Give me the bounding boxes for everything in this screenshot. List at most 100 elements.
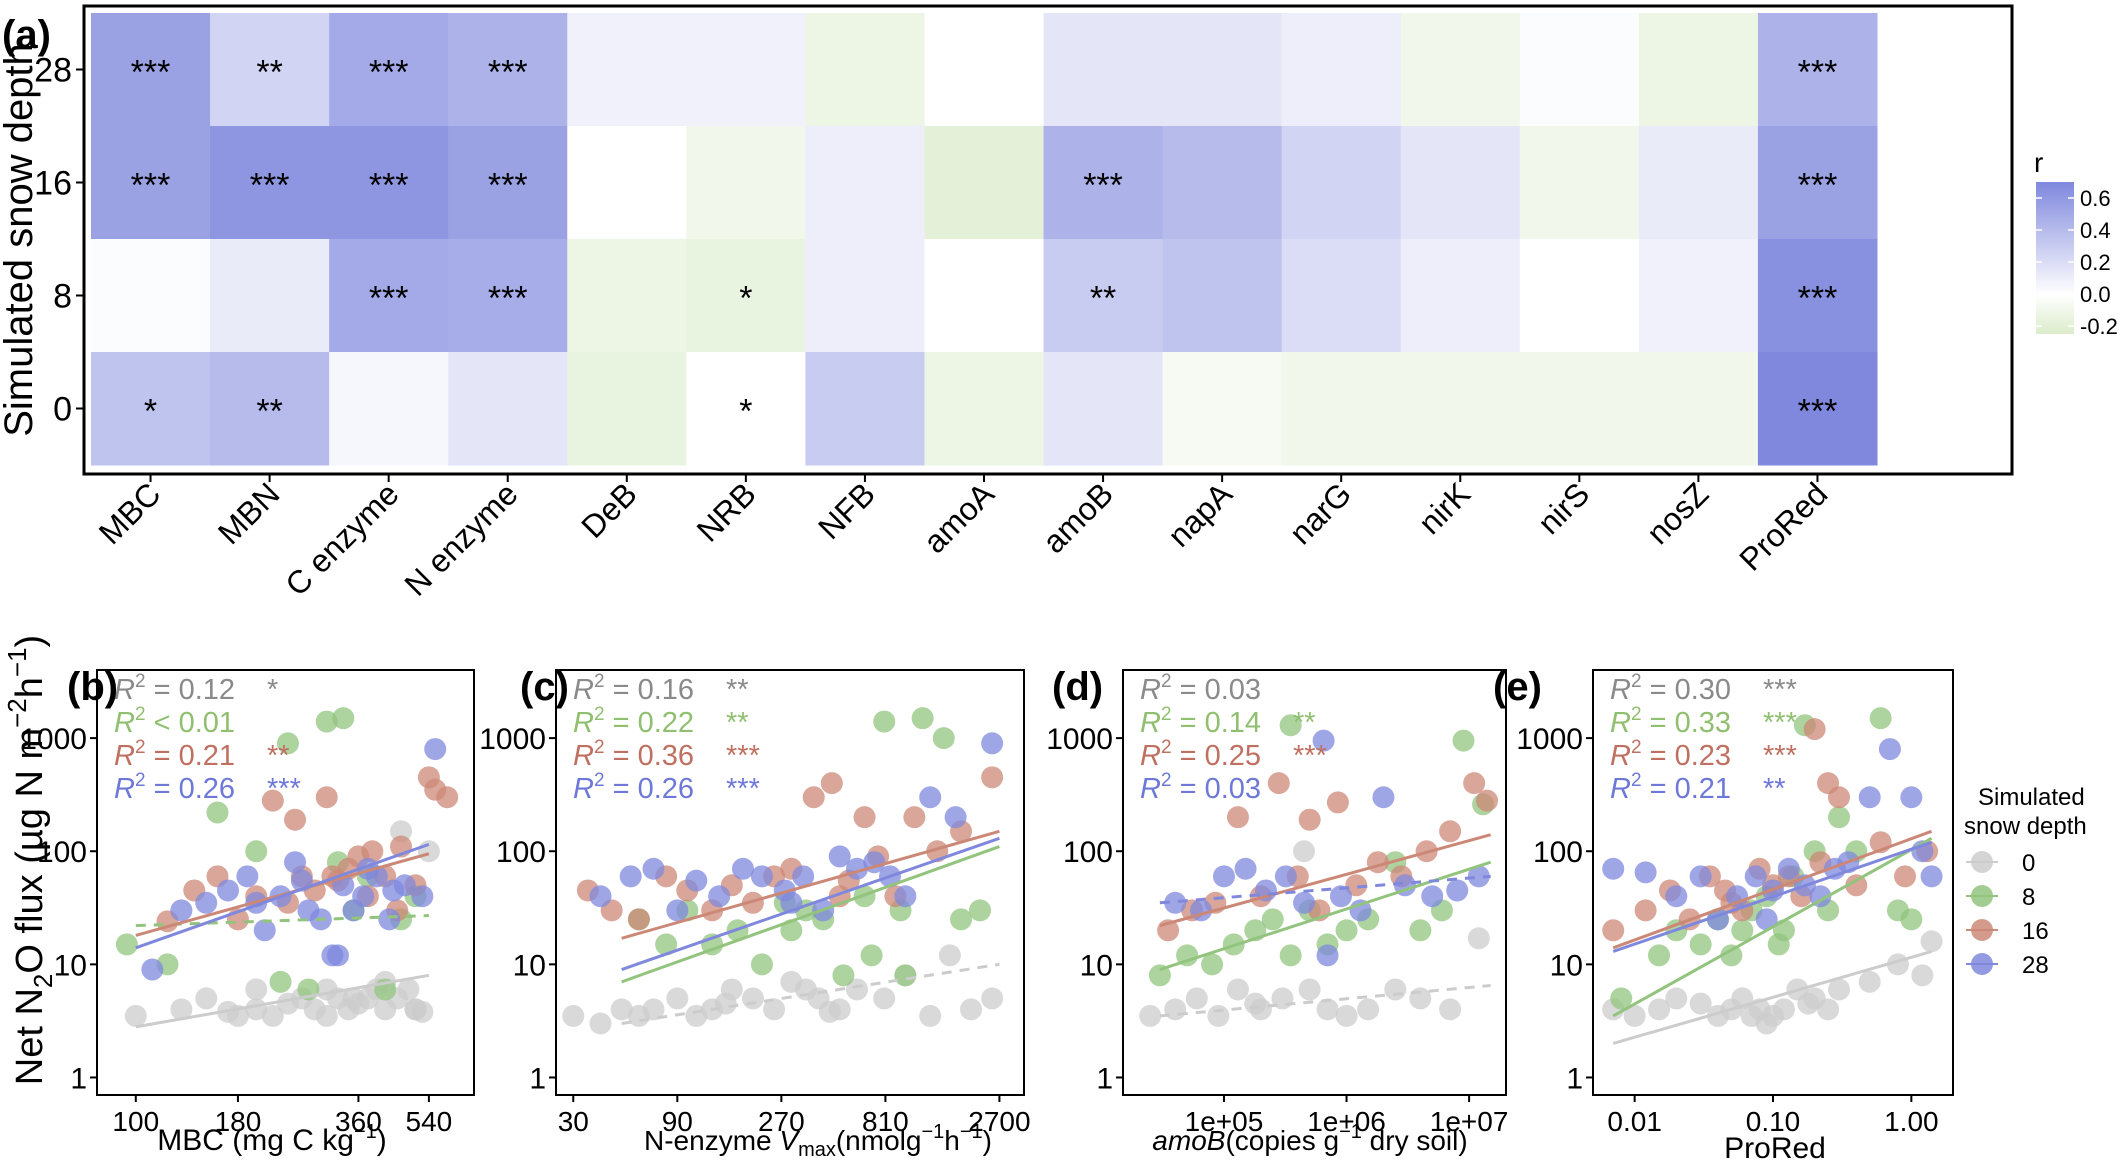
- data-point-depth-0: [1858, 970, 1881, 993]
- data-point-depth-16: [261, 789, 284, 812]
- xlabel-b: MBC (mg C kg−1): [157, 1121, 387, 1157]
- r2-annotation-depth-16: R2 = 0.23: [1610, 737, 1731, 772]
- data-point-depth-28: [1755, 908, 1778, 931]
- data-point-depth-0: [1920, 930, 1943, 953]
- data-point-depth-0: [1665, 987, 1688, 1010]
- data-point-depth-0: [919, 1004, 942, 1027]
- data-point-depth-8: [1828, 806, 1851, 829]
- legend-label: 0: [2022, 850, 2035, 877]
- r2-annotation-depth-8: R2 < 0.01: [114, 704, 235, 739]
- data-point-depth-0: [818, 1000, 841, 1023]
- heatmap-cell: [805, 126, 925, 240]
- data-point-depth-8: [1720, 944, 1743, 967]
- significance-annotation-depth-0: *: [267, 674, 278, 706]
- significance-mark: *: [739, 393, 752, 431]
- heatmap-cell: [329, 239, 449, 353]
- heatmap-cell: [1400, 13, 1521, 127]
- data-point-depth-0: [589, 1012, 612, 1035]
- heatmap-cell: [329, 126, 449, 240]
- heatmap-cell: [1757, 239, 1878, 353]
- fit-line-depth-0: [135, 973, 430, 1029]
- data-point-depth-0: [610, 998, 633, 1021]
- y-tick-label: 100: [1533, 836, 1583, 869]
- r2-annotation-depth-16: R2 = 0.21: [114, 737, 235, 772]
- y-tick-label: 100: [37, 836, 87, 869]
- heatmap-column-label: amoA: [916, 475, 1001, 560]
- heatmap-column-label: amoB: [1035, 475, 1120, 560]
- data-point-depth-28: [1316, 944, 1339, 967]
- x-tick-label: 2700: [968, 1106, 1030, 1137]
- data-point-depth-8: [245, 840, 268, 863]
- data-point-depth-16: [853, 806, 876, 829]
- data-point-depth-16: [1634, 899, 1657, 922]
- data-point-depth-8: [1648, 944, 1671, 967]
- data-point-depth-0: [1244, 992, 1267, 1015]
- r2-annotation-depth-0: R2 = 0.16: [573, 671, 694, 706]
- data-point-depth-8: [1409, 919, 1432, 942]
- heatmap-cell: [1281, 239, 1402, 353]
- heatmap-panel: *** ** *** *** ****** *** *** *** *** ****** *** * *…: [0, 4, 2118, 603]
- data-point-depth-0: [245, 978, 268, 1001]
- heatmap-cell: [1519, 352, 1640, 466]
- data-point-depth-16: [1267, 772, 1290, 795]
- data-point-depth-8: [315, 710, 338, 733]
- data-point-depth-8: [206, 801, 229, 824]
- heatmap-row-label: 8: [53, 278, 72, 316]
- colorbar-tick-label: 0.0: [2080, 282, 2111, 307]
- data-point-depth-28: [1312, 729, 1335, 752]
- data-point-depth-16: [1476, 789, 1499, 812]
- data-point-depth-0: [714, 992, 737, 1015]
- data-point-depth-28: [1744, 865, 1767, 888]
- significance-mark: ***: [131, 54, 171, 92]
- heatmap-column-label: NFB: [811, 475, 882, 546]
- heatmap-cell: [448, 126, 568, 240]
- data-point-depth-16: [1463, 772, 1486, 795]
- data-point-depth-8: [911, 707, 934, 730]
- data-point-depth-0: [404, 998, 427, 1021]
- x-tick-label: 180: [215, 1106, 262, 1137]
- data-point-depth-28: [792, 865, 815, 888]
- fit-lines: [1612, 829, 1933, 1045]
- heatmap-frame: [82, 4, 2014, 476]
- xlabel-c: N-enzyme Vmax(nmolg−1h−1): [644, 1121, 992, 1161]
- r2-annotation-depth-0: R2 = 0.30: [1610, 671, 1731, 706]
- significance-mark: ***: [250, 167, 290, 205]
- fit-line-depth-16: [621, 829, 1000, 940]
- data-point-depth-8: [1148, 964, 1171, 987]
- significance-mark: **: [256, 393, 282, 431]
- colorbar: r 0.6 0.4 0.2 0.0 -0.2: [2034, 147, 2118, 339]
- heatmap-cell: [1043, 352, 1164, 466]
- data-point-depth-0: [1139, 1004, 1162, 1027]
- x-tick-label: 540: [406, 1106, 453, 1137]
- y-tick-label: 1000: [1516, 723, 1583, 756]
- significance-mark: ***: [369, 167, 409, 205]
- data-point-depth-28: [708, 885, 731, 908]
- data-point-depth-0: [666, 987, 689, 1010]
- data-point-depth-28: [894, 885, 917, 908]
- significance-mark: ***: [1798, 167, 1838, 205]
- fit-line-depth-0: [1612, 950, 1932, 1045]
- significance-annotation-depth-16: ***: [726, 740, 760, 772]
- data-point-depth-0: [1293, 840, 1316, 863]
- heatmap-cell: [1281, 13, 1402, 127]
- heatmap-cell: [924, 352, 1045, 466]
- x-tick-label: 270: [758, 1106, 805, 1137]
- data-point-depth-8: [894, 964, 917, 987]
- data-point-depth-8: [1201, 953, 1224, 976]
- significance-mark: ***: [1083, 167, 1123, 205]
- data-point-depth-16: [1298, 808, 1321, 831]
- data-point-depth-16: [1326, 791, 1349, 814]
- data-point-depth-16: [361, 840, 384, 863]
- data-point-depth-16: [1602, 919, 1625, 942]
- legend-label: 16: [2022, 918, 2049, 945]
- fit-line-depth-0: [621, 962, 1000, 1025]
- data-point-depth-16: [1845, 874, 1868, 897]
- data-point-depth-8: [950, 908, 973, 931]
- data-point-depth-28: [1858, 786, 1881, 809]
- data-point-depth-8: [655, 933, 678, 956]
- data-point-depth-0: [1828, 978, 1851, 1001]
- heatmap-cell: [1519, 126, 1640, 240]
- significance-mark: ***: [488, 54, 528, 92]
- fit-line-depth-8: [135, 914, 429, 928]
- y-tick-label: 1: [529, 1062, 546, 1095]
